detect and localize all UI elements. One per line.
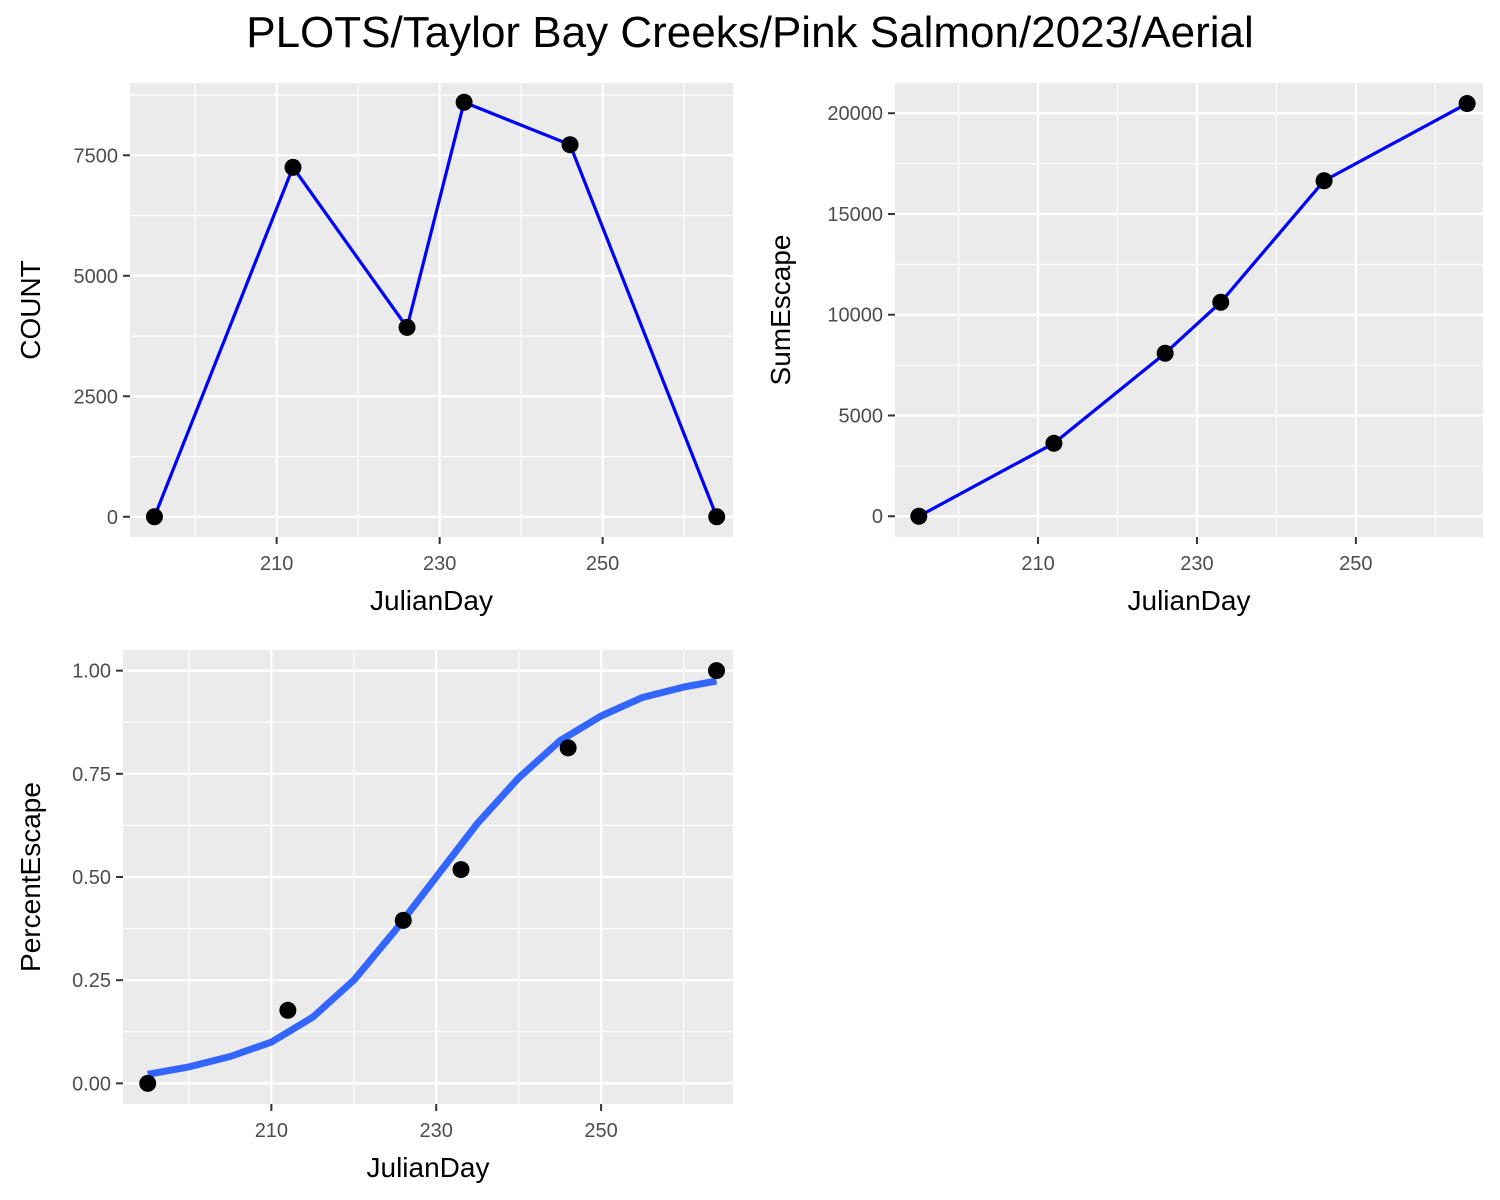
panel3-data-point — [279, 1001, 297, 1019]
panel1-data-point — [145, 508, 163, 526]
panel2-y-axis-title: SumEscape — [765, 235, 796, 386]
panel1-data-point — [398, 318, 416, 336]
panel3-y-tick-label: 0.50 — [72, 867, 111, 889]
panel1-y-tick-label: 0 — [107, 507, 118, 529]
panel3-y-tick-label: 0.25 — [72, 970, 111, 992]
panel3-x-tick-label: 250 — [584, 1120, 617, 1142]
panel1-y-tick-label: 5000 — [74, 266, 119, 288]
panel2-x-tick-label: 250 — [1339, 553, 1372, 575]
panel1-data-point — [455, 93, 473, 111]
panel1-series-line — [152, 100, 719, 518]
figure-title: PLOTS/Taylor Bay Creeks/Pink Salmon/2023… — [246, 8, 1254, 57]
panel3-data-point — [559, 739, 577, 757]
panel2-data-point — [1212, 293, 1230, 311]
panel2-x-tick-label: 230 — [1180, 553, 1213, 575]
panel3-data-point — [394, 911, 412, 929]
panel1-y-tick-label: 2500 — [74, 386, 119, 408]
panel3-y-tick-label: 0.75 — [72, 764, 111, 786]
panel3-smooth-curve — [147, 677, 718, 1078]
panel2-data-point — [1458, 95, 1476, 113]
panel3-data-point — [139, 1074, 157, 1092]
panel1-x-tick-label: 250 — [586, 553, 619, 575]
panel2-y-tick-label: 5000 — [839, 405, 884, 427]
panel2-x-axis-title: JulianDay — [1128, 585, 1251, 616]
panel2-data-point — [1045, 434, 1063, 452]
panel1-y-axis-title: COUNT — [15, 260, 46, 360]
panel2-x-tick-label: 210 — [1021, 553, 1054, 575]
panel3-x-tick-label: 230 — [420, 1120, 453, 1142]
panel2-y-tick-label: 10000 — [827, 305, 883, 327]
panel2-y-tick-label: 0 — [872, 506, 883, 528]
panel2-data-point — [1315, 172, 1333, 190]
panel1-x-tick-label: 210 — [260, 553, 293, 575]
panel3-y-axis-title: PercentEscape — [15, 782, 46, 972]
panel1-data-point — [561, 136, 579, 154]
panel2-y-tick-label: 15000 — [827, 204, 883, 226]
panel3-x-axis-title: JulianDay — [367, 1152, 490, 1183]
panel2-data-point — [910, 507, 928, 525]
panel3-data-point — [708, 662, 726, 680]
panel1-y-tick-label: 7500 — [74, 145, 119, 167]
panel1-background — [130, 83, 733, 537]
panel3-x-tick-label: 210 — [255, 1120, 288, 1142]
panel1-data-point — [708, 508, 726, 526]
panel3-data-point — [452, 861, 470, 879]
panel2-background — [895, 83, 1483, 537]
panel2-y-tick-label: 20000 — [827, 103, 883, 125]
panel2-data-point — [1156, 344, 1174, 362]
panel3-y-tick-label: 0.00 — [72, 1073, 111, 1095]
panel2-series-line — [918, 102, 1468, 518]
panel1-x-tick-label: 230 — [423, 553, 456, 575]
panel1-x-axis-title: JulianDay — [370, 585, 493, 616]
panel3-y-tick-label: 1.00 — [72, 661, 111, 683]
panel1-data-point — [284, 158, 302, 176]
